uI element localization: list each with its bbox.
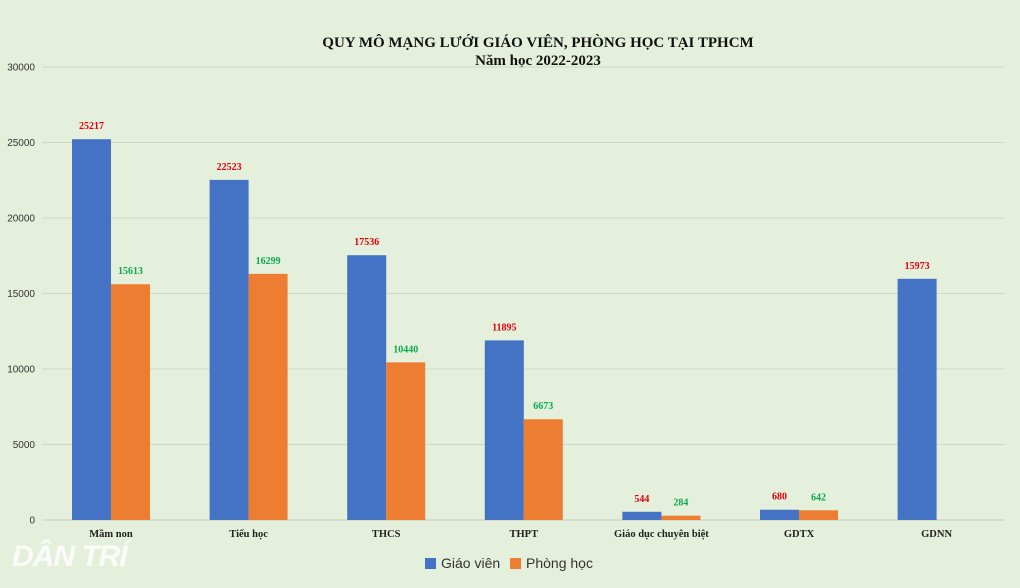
bar: [386, 362, 426, 520]
data-label: 15973: [905, 261, 930, 272]
data-labels: 25217 15613 22523 16299 17536 10440 11895 6673 5…: [79, 121, 930, 508]
y-tick-label: 25000: [7, 138, 35, 149]
x-category-label: THPT: [510, 529, 539, 540]
bar: [72, 139, 111, 520]
x-category-label: Tiểu học: [229, 529, 268, 540]
bar: [897, 278, 937, 520]
data-label: 10440: [393, 344, 418, 355]
y-tick-label: 15000: [7, 289, 35, 300]
bar: [209, 179, 249, 520]
x-category-label: GDTX: [784, 529, 815, 540]
watermark-logo: DÂN TRÍ: [12, 539, 132, 573]
x-category-label: Mầm non: [89, 529, 133, 540]
chart-title: QUY MÔ MẠNG LƯỚI GIÁO VIÊN, PHÒNG HỌC TẠ…: [322, 34, 753, 51]
data-label: 22523: [217, 162, 242, 173]
data-label: 642: [811, 492, 826, 503]
data-label: 17536: [354, 237, 379, 248]
y-tick-label: 0: [29, 516, 35, 527]
data-label: 16299: [256, 256, 281, 267]
x-category-label: GDNN: [921, 529, 952, 540]
x-category-label: Giáo dục chuyên biệt: [614, 529, 709, 540]
y-tick-label: 5000: [13, 440, 36, 451]
bar: [484, 340, 524, 520]
data-label: 6673: [533, 401, 553, 412]
y-tick-label: 20000: [7, 214, 35, 225]
bar: [347, 255, 387, 520]
bar: [248, 273, 288, 520]
chart-subtitle: Năm học 2022-2023: [475, 53, 601, 69]
bar: [661, 515, 701, 520]
legend-swatch-giao-vien: [425, 558, 436, 569]
bar: [799, 510, 838, 520]
x-axis-categories: Mầm non Tiểu học THCS THPT Giáo dục chuyên b…: [89, 529, 952, 540]
data-label: 11895: [492, 322, 516, 333]
legend: Giáo viên Phòng học: [425, 555, 593, 571]
legend-swatch-phong-hoc: [510, 558, 521, 569]
bars: [72, 139, 937, 520]
y-axis-ticks: 0 5000 10000 15000 20000 25000 30000: [7, 63, 35, 527]
bar: [622, 511, 662, 520]
data-label: 680: [772, 492, 787, 503]
legend-label-giao-vien: Giáo viên: [441, 555, 500, 571]
y-tick-label: 30000: [7, 63, 35, 74]
data-label: 15613: [118, 266, 143, 277]
bar: [760, 509, 799, 520]
bar: [111, 284, 150, 520]
data-label: 284: [673, 498, 688, 509]
y-tick-label: 10000: [7, 365, 35, 376]
bar: [523, 419, 563, 520]
data-label: 25217: [79, 121, 104, 132]
legend-label-phong-hoc: Phòng học: [526, 555, 593, 571]
data-label: 544: [634, 494, 649, 505]
x-category-label: THCS: [372, 529, 401, 540]
